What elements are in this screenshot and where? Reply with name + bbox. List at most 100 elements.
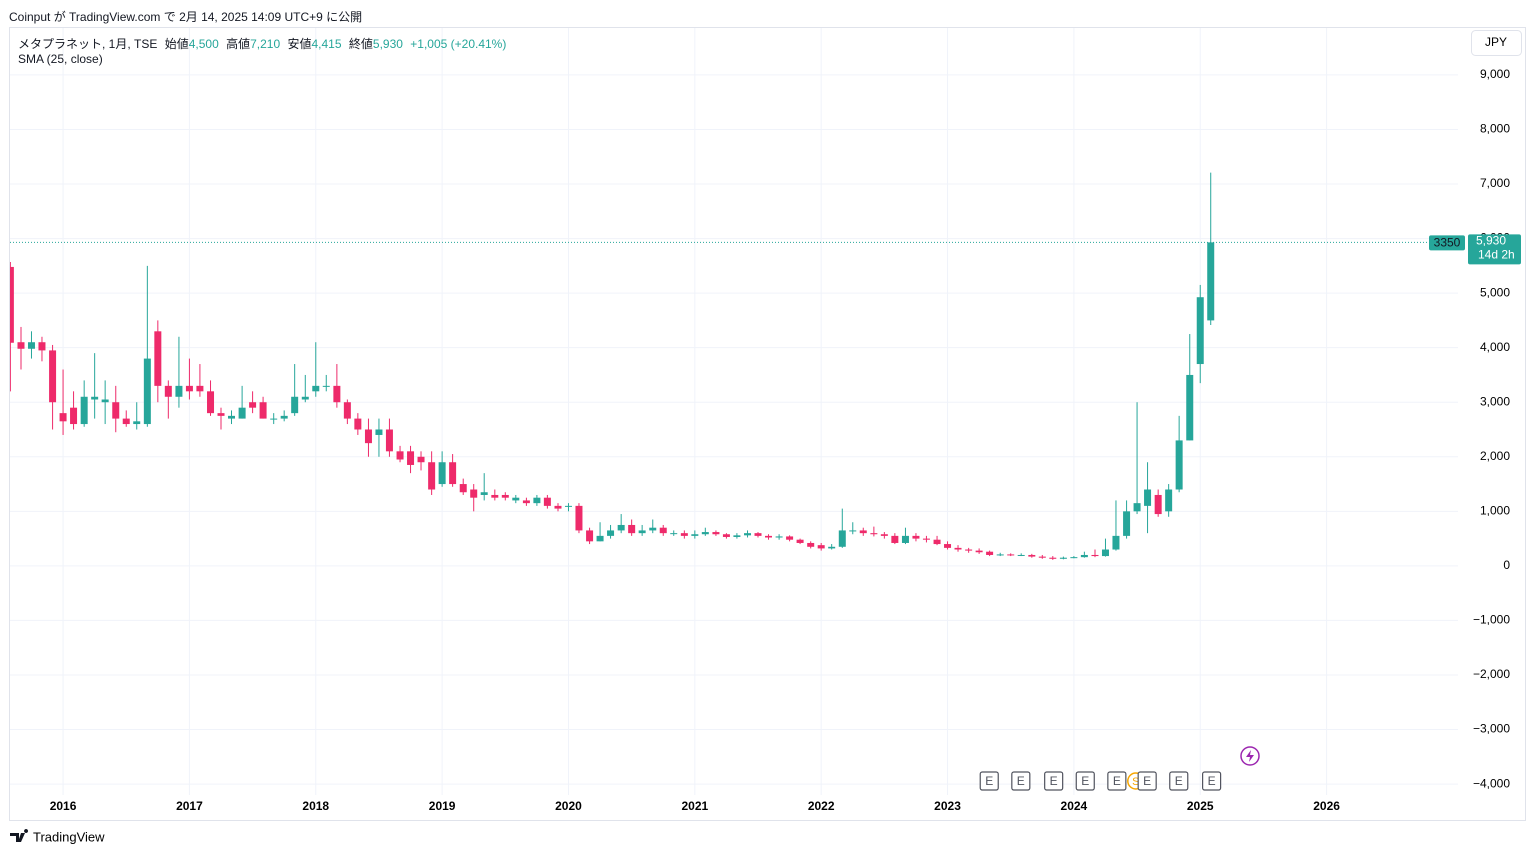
- candle-body: [417, 456, 425, 463]
- candle-body: [122, 418, 130, 425]
- candle-body: [259, 402, 267, 419]
- symbol: メタプラネット, 1月, TSE: [18, 37, 158, 51]
- x-tick-label: 2017: [176, 799, 203, 813]
- candle-body: [607, 530, 615, 536]
- change: +1,005 (+20.41%): [410, 37, 507, 51]
- price-tag: [1429, 235, 1465, 251]
- candle-body: [891, 535, 899, 543]
- candle-body: [1165, 489, 1173, 512]
- candle-body: [91, 396, 99, 400]
- candle-body: [1038, 556, 1046, 558]
- x-tick-label: 2019: [429, 799, 456, 813]
- y-tick-label: 3,000: [1480, 394, 1510, 408]
- x-tick-label: 2020: [555, 799, 582, 813]
- candle-body: [649, 527, 657, 531]
- candle-body: [838, 530, 846, 547]
- candle-body: [786, 536, 794, 540]
- x-tick-label: 2018: [302, 799, 329, 813]
- event-label: E: [1017, 774, 1025, 788]
- candle-body: [1091, 554, 1099, 557]
- y-tick-label: 8,000: [1480, 122, 1510, 136]
- event-label: S: [1132, 776, 1139, 788]
- candle-body: [965, 549, 973, 551]
- candle-body: [27, 342, 35, 349]
- candle-body: [217, 413, 225, 416]
- candle-body: [133, 421, 141, 425]
- candle-body: [17, 342, 25, 349]
- candle-body: [428, 462, 436, 490]
- y-tick-label: 9,000: [1480, 67, 1510, 81]
- last-price-tag: [1468, 234, 1521, 265]
- candle-body: [1028, 554, 1036, 557]
- value: 7,210: [250, 37, 281, 51]
- candle-body: [1017, 554, 1025, 556]
- candle-body: [354, 418, 362, 430]
- candle-body: [1059, 557, 1067, 559]
- candle-body: [1154, 494, 1162, 515]
- candle-body: [1207, 242, 1215, 321]
- candle-body: [575, 505, 583, 531]
- candle-body: [10, 266, 14, 343]
- footer-logo: TradingView: [33, 829, 105, 844]
- value: 5,930: [372, 37, 403, 51]
- candle-body: [227, 415, 235, 419]
- indicator-legend: SMA (25, close): [18, 52, 103, 66]
- candle-body: [701, 532, 709, 535]
- candle-body: [944, 544, 952, 548]
- candle-body: [301, 396, 309, 400]
- last-price-label: 5,930: [1476, 234, 1506, 248]
- event-icon[interactable]: [1240, 746, 1260, 766]
- axes: −4,000 −3,000 −2,000 −1,000 0 1,000 2,000 3,000…: [50, 67, 1521, 813]
- candle-body: [617, 524, 625, 531]
- candle-body: [543, 497, 551, 506]
- candle-body: [312, 385, 320, 392]
- label: 安値: [287, 37, 312, 51]
- y-tick-label: −3,000: [1473, 722, 1510, 736]
- candle-body: [1007, 554, 1015, 556]
- candle-body: [291, 396, 299, 414]
- earnings-event: [1011, 771, 1031, 791]
- candle-body: [628, 524, 636, 534]
- x-tick-label: 2021: [681, 799, 708, 813]
- candles: [10, 172, 1215, 560]
- y-tick-label: −1,000: [1473, 613, 1510, 627]
- label: 始値: [164, 37, 189, 51]
- candle-body: [817, 545, 825, 549]
- candle-body: [744, 533, 752, 536]
- price-tag-label: 3350: [1434, 236, 1461, 250]
- candle-body: [638, 530, 646, 534]
- earnings-event: [1202, 771, 1222, 791]
- candle-body: [143, 358, 151, 425]
- candle-body: [407, 451, 415, 465]
- label: 高値: [226, 37, 251, 51]
- y-tick-label: 1,000: [1480, 504, 1510, 518]
- candle-body: [659, 527, 667, 534]
- earnings-event: [1169, 771, 1189, 791]
- y-tick-label: −4,000: [1473, 776, 1510, 790]
- candle-body: [396, 451, 404, 460]
- candle-body: [459, 484, 467, 493]
- y-tick-label: 0: [1503, 558, 1510, 572]
- candle-body: [596, 535, 604, 542]
- event-label: E: [985, 774, 993, 788]
- currency-button[interactable]: [1471, 30, 1522, 56]
- x-tick-label: 2025: [1187, 799, 1214, 813]
- candle-body: [449, 462, 457, 485]
- candle-body: [270, 418, 278, 420]
- candle-body: [554, 505, 562, 509]
- candle-body: [385, 429, 393, 452]
- x-tick-label: 2022: [808, 799, 835, 813]
- candle-body: [533, 497, 541, 504]
- candle-body: [680, 533, 688, 536]
- candle-body: [586, 530, 594, 542]
- y-tick-label: 5,000: [1480, 285, 1510, 299]
- candle-body: [722, 534, 730, 537]
- candle-body: [796, 539, 804, 543]
- legend: メタプラネット, 1月, TSE 始値4,500 高値7,210 安値4,415…: [18, 35, 510, 52]
- countdown: 14d 2h: [1478, 248, 1515, 262]
- candle-body: [1133, 503, 1141, 512]
- value: 4,500: [188, 37, 219, 51]
- candle-body: [322, 385, 330, 387]
- x-tick-label: 2024: [1061, 799, 1088, 813]
